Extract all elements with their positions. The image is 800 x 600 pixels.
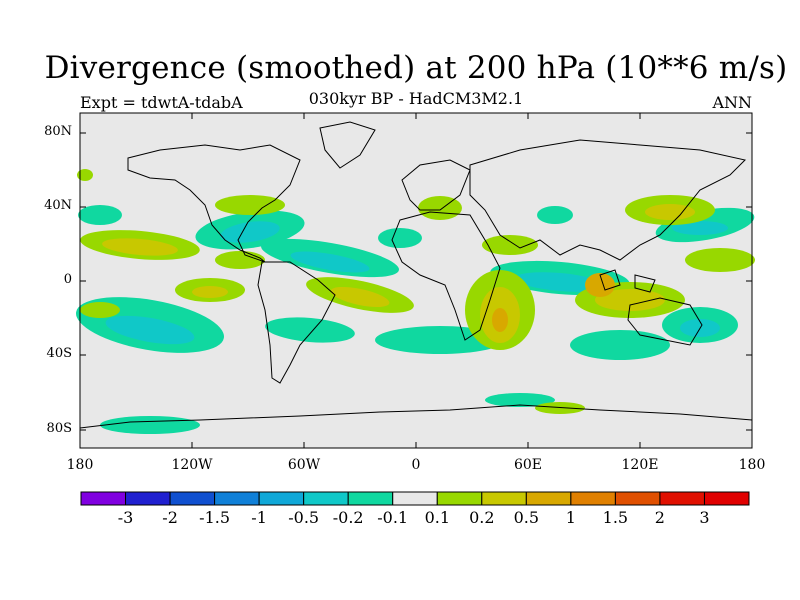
colorbar-swatch — [703, 491, 750, 506]
colorbar-label: -0.5 — [288, 508, 320, 527]
x-ticks — [79, 113, 641, 448]
y-label-40n: 40N — [44, 198, 72, 213]
divergence-field — [76, 169, 755, 434]
colorbar-swatch — [303, 491, 349, 506]
colorbar-swatch — [214, 491, 260, 506]
y-ticks — [80, 132, 752, 431]
colorbar-swatch — [614, 491, 661, 506]
colorbar-swatch — [570, 491, 616, 506]
colorbar-swatch — [481, 491, 527, 506]
colorbar-swatch — [436, 491, 483, 506]
colorbar-label: -2 — [162, 508, 178, 527]
colorbar-label: -1 — [251, 508, 267, 527]
colorbar-swatch — [347, 491, 394, 506]
x-label-120e: 120E — [621, 457, 659, 473]
y-label-80s: 80S — [46, 421, 72, 436]
x-label-120w: 120W — [171, 457, 213, 473]
colorbar-swatch — [169, 491, 216, 506]
colorbar-label: 1 — [565, 508, 576, 527]
x-label-60e: 60E — [513, 457, 543, 473]
colorbar-label: 1.5 — [602, 508, 629, 527]
colorbar-swatch — [80, 491, 127, 506]
colorbar-label: -0.2 — [332, 508, 364, 527]
colorbar-label: 3 — [699, 508, 710, 527]
season-label: ANN — [712, 93, 752, 112]
colorbar-label: -1.5 — [199, 508, 231, 527]
colorbar-label: 0.2 — [469, 508, 495, 527]
y-label-0: 0 — [63, 272, 72, 287]
colorbar-swatch — [659, 491, 705, 506]
x-label-60w: 60W — [287, 457, 321, 473]
colorbar — [80, 491, 750, 506]
experiment-label: Expt = tdwtA-tdabA — [80, 93, 243, 112]
x-label-180w: 180 — [66, 457, 94, 473]
y-label-80n: 80N — [44, 124, 72, 139]
x-label-180e: 180 — [738, 457, 766, 473]
x-label-0: 0 — [411, 457, 421, 473]
colorbar-label: 0.5 — [513, 508, 540, 527]
chart-title: Divergence (smoothed) at 200 hPa (10**6 … — [44, 50, 788, 86]
y-label-40s: 40S — [46, 346, 72, 361]
colorbar-swatch — [392, 491, 438, 506]
colorbar-swatch — [125, 491, 171, 506]
colorbar-swatch — [525, 491, 572, 506]
colorbar-label: 0.1 — [424, 508, 451, 527]
colorbar-label: -0.1 — [377, 508, 409, 527]
colorbar-label: 2 — [654, 508, 665, 527]
colorbar-swatch — [258, 491, 305, 506]
map-background — [80, 113, 752, 448]
colorbar-label: -3 — [117, 508, 134, 527]
coastlines — [79, 121, 753, 429]
chart-subtitle: 030kyr BP - HadCM3M2.1 — [308, 89, 524, 108]
